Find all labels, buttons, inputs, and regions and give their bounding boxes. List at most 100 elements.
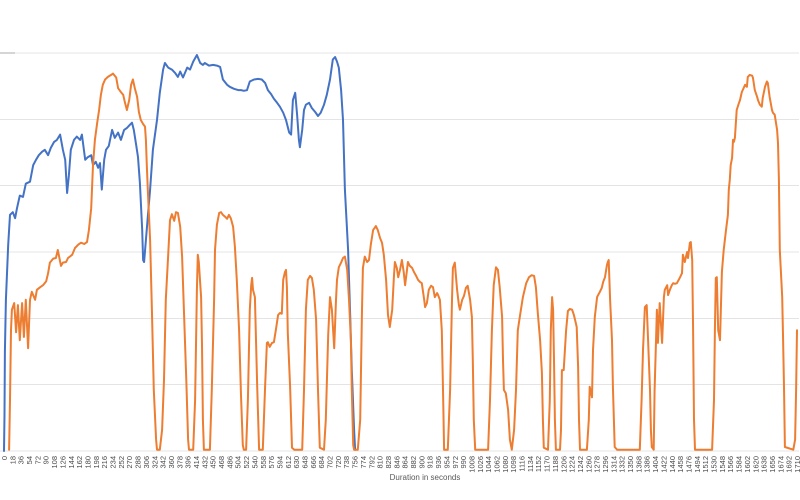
x-tick-label: 342: [159, 456, 168, 469]
x-tick-label: 666: [309, 456, 318, 469]
x-tick-label: 1692: [785, 456, 794, 473]
x-tick-label: 900: [417, 456, 426, 469]
x-axis-title: Duration in seconds: [389, 473, 461, 482]
x-tick-label: 1116: [518, 456, 527, 472]
x-tick-label: 972: [451, 456, 460, 469]
x-tick-label: 1440: [668, 456, 677, 473]
x-tick-label: 522: [242, 456, 251, 469]
x-tick-label: 270: [125, 456, 134, 469]
x-tick-label: 1080: [501, 456, 510, 473]
x-tick-label: 558: [259, 456, 268, 469]
x-tick-label: 1260: [584, 456, 593, 473]
x-tick-label: 1170: [543, 456, 552, 472]
x-axis-tick-labels: 0 18 36 54 72 90 108 126 144 162 180 198 216 234 252 27…: [0, 456, 800, 473]
x-tick-label: 1674: [776, 456, 785, 473]
x-tick-label: 414: [192, 456, 201, 469]
x-tick-label: 1242: [576, 456, 585, 473]
x-tick-label: 846: [392, 456, 401, 469]
x-tick-label: 1224: [568, 456, 577, 473]
x-tick-label: 126: [58, 456, 67, 469]
x-tick-label: 324: [150, 456, 159, 469]
x-tick-label: 774: [359, 456, 368, 469]
x-tick-label: 828: [384, 456, 393, 469]
series-1-blue-line: [3, 54, 357, 452]
x-tick-label: 1026: [476, 456, 485, 473]
x-tick-label: 1134: [526, 456, 535, 472]
x-tick-label: 1656: [768, 456, 777, 473]
x-tick-label: 576: [267, 456, 276, 469]
x-tick-label: 1062: [493, 456, 502, 473]
x-tick-label: 630: [292, 456, 301, 469]
x-tick-label: 1530: [710, 456, 719, 473]
x-tick-label: 1206: [559, 456, 568, 473]
x-tick-label: 1476: [685, 456, 694, 473]
x-tick-label: 1404: [651, 456, 660, 473]
x-tick-label: 954: [442, 456, 451, 469]
x-tick-label: 1584: [735, 456, 744, 473]
gridlines: [0, 52, 799, 452]
x-tick-label: 1620: [751, 456, 760, 473]
x-tick-label: 720: [334, 456, 343, 469]
x-tick-label: 144: [67, 456, 76, 469]
x-tick-label: 432: [200, 456, 209, 469]
x-tick-label: 594: [276, 456, 285, 469]
x-tick-label: 396: [184, 456, 193, 469]
x-tick-label: 684: [317, 456, 326, 469]
x-tick-label: 1350: [626, 456, 635, 473]
x-tick-label: 360: [167, 456, 176, 469]
x-tick-label: 702: [326, 456, 335, 469]
x-tick-label: 1188: [551, 456, 560, 472]
x-tick-label: 1602: [743, 456, 752, 473]
x-tick-label: 1332: [618, 456, 627, 473]
x-tick-label: 108: [50, 456, 59, 469]
x-tick-label: 18: [8, 456, 17, 464]
x-tick-label: 1494: [693, 456, 702, 473]
x-tick-label: 504: [234, 456, 243, 469]
x-tick-label: 810: [376, 456, 385, 469]
x-tick-label: 36: [17, 456, 26, 464]
x-tick-label: 1296: [601, 456, 610, 473]
x-tick-label: 306: [142, 456, 151, 469]
x-tick-label: 1044: [484, 456, 493, 473]
x-tick-label: 792: [367, 456, 376, 469]
series-2-orange-line: [8, 72, 798, 451]
x-tick-label: 450: [209, 456, 218, 469]
x-tick-label: 540: [250, 456, 259, 469]
x-tick-label: 288: [134, 456, 143, 469]
x-tick-label: 1710: [793, 456, 800, 473]
x-tick-label: 1098: [509, 456, 518, 473]
x-tick-label: 198: [92, 456, 101, 469]
x-tick-label: 1512: [701, 456, 710, 473]
x-tick-label: 90: [42, 456, 51, 464]
x-tick-label: 1422: [659, 456, 668, 473]
x-tick-label: 936: [434, 456, 443, 469]
x-tick-label: 162: [75, 456, 84, 469]
x-tick-label: 1368: [634, 456, 643, 473]
x-tick-label: 864: [401, 456, 410, 469]
x-tick-label: 1548: [718, 456, 727, 473]
x-tick-label: 918: [426, 456, 435, 469]
x-tick-label: 990: [459, 456, 468, 469]
x-tick-label: 234: [109, 456, 118, 469]
x-tick-label: 1314: [609, 456, 618, 473]
x-tick-label: 180: [84, 456, 93, 469]
x-tick-label: 252: [117, 456, 126, 469]
x-tick-label: 1008: [468, 456, 477, 473]
x-tick-label: 72: [33, 456, 42, 464]
x-tick-label: 1152: [534, 456, 543, 472]
x-tick-label: 216: [100, 456, 109, 469]
x-tick-label: 468: [217, 456, 226, 469]
x-tick-label: 54: [25, 456, 34, 464]
x-tick-label: 1386: [643, 456, 652, 473]
x-tick-label: 1458: [676, 456, 685, 473]
x-tick-label: 0: [0, 456, 9, 460]
x-tick-label: 756: [351, 456, 360, 469]
x-tick-label: 738: [342, 456, 351, 469]
x-tick-label: 486: [225, 456, 234, 469]
x-tick-label: 1278: [593, 456, 602, 473]
x-tick-label: 882: [409, 456, 418, 469]
x-tick-label: 612: [284, 456, 293, 469]
x-tick-label: 1638: [760, 456, 769, 473]
